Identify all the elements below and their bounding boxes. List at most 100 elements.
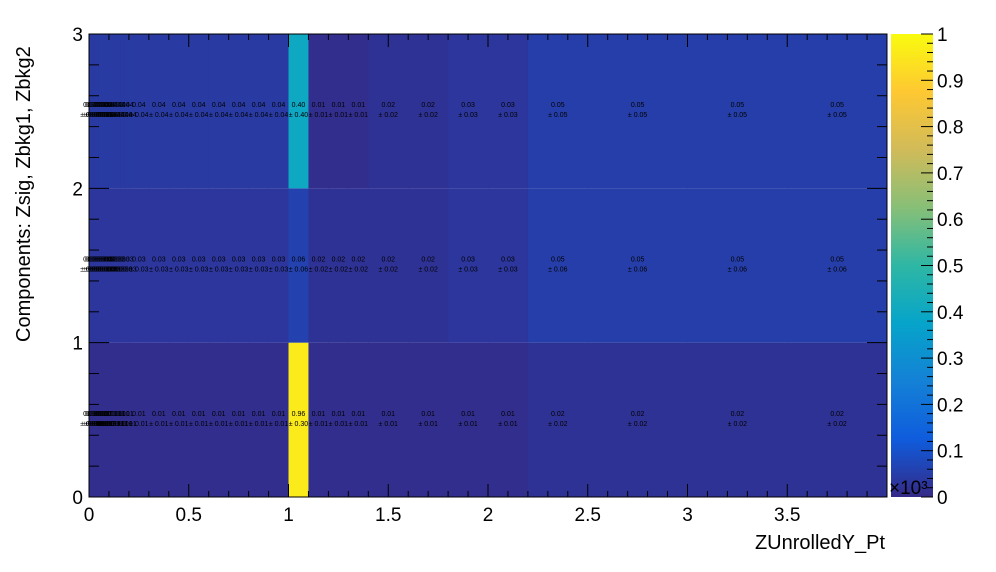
cell-value-label: 0.01 [97, 411, 111, 418]
cell-error-label: ± 0.03 [269, 267, 289, 274]
cell-value-label: 0.03 [104, 257, 118, 264]
cell-value-label: 0.03 [85, 257, 99, 264]
cell-value-label: 0.04 [99, 102, 113, 109]
cell-error-label: ± 0.01 [209, 421, 229, 428]
cell-value-label: 0.01 [501, 411, 515, 418]
cell-error-label: ± 0.01 [117, 421, 137, 428]
cell-error-label: ± 0.06 [728, 267, 748, 274]
cell-value-label: 0.04 [112, 102, 126, 109]
heatmap-cell [104, 34, 108, 189]
colorbar-tick-label: 0.8 [937, 118, 963, 139]
heatmap-cell [108, 188, 114, 343]
cell-error-label: ± 0.05 [728, 112, 748, 119]
cell-value-label: 0.04 [132, 102, 146, 109]
cell-error-label: ± 0.03 [109, 267, 129, 274]
heatmap-cell [90, 188, 94, 343]
cell-value-label: 0.96 [292, 411, 306, 418]
heatmap-cell [228, 188, 249, 343]
heatmap-cell [116, 188, 122, 343]
heatmap-cell [587, 342, 688, 497]
heatmap-cell [448, 342, 489, 497]
cell-error-label: ± 0.03 [458, 112, 478, 119]
heatmap-cell [268, 34, 289, 189]
cell-value-label: 0.01 [91, 411, 105, 418]
cell-value-label: 0.04 [152, 102, 166, 109]
heatmap-cell [228, 342, 249, 497]
cell-value-label: 0.03 [112, 257, 126, 264]
cell-value-labels: 0.01± 0.010.01± 0.010.01± 0.010.01± 0.01… [80, 102, 847, 428]
heatmap-cells [89, 34, 888, 497]
cell-error-label: ± 0.03 [96, 267, 116, 274]
cell-error-label: ± 0.06 [289, 267, 309, 274]
cell-error-label: ± 0.03 [169, 267, 189, 274]
cell-error-label: ± 0.03 [498, 112, 518, 119]
cell-value-label: 0.02 [352, 257, 366, 264]
heatmap-cell [94, 188, 98, 343]
heatmap-cell [112, 342, 118, 497]
cell-error-label: ± 0.01 [113, 421, 133, 428]
cell-error-label: ± 0.01 [80, 421, 100, 428]
cell-value-label: 0.05 [551, 102, 565, 109]
cell-value-label: 0.04 [93, 102, 107, 109]
heatmap-cell [488, 34, 529, 189]
heatmap-cell [308, 34, 329, 189]
cell-value-label: 0.04 [212, 102, 226, 109]
x-tick-label: 1 [283, 505, 294, 526]
cell-value-label: 0.01 [212, 411, 226, 418]
heatmap-cell [208, 34, 230, 189]
heatmap-cell [368, 188, 409, 343]
heatmap-cell [106, 34, 110, 189]
colorbar-tick-label: 0.5 [937, 257, 963, 278]
heatmap-cell [288, 188, 309, 343]
cell-value-label: 0.01 [352, 411, 366, 418]
heatmap-cell [148, 188, 170, 343]
cell-error-label: ± 0.03 [113, 267, 133, 274]
cell-error-label: ± 0.03 [101, 267, 121, 274]
cell-error-label: ± 0.01 [94, 421, 114, 428]
cell-value-label: 0.04 [101, 102, 115, 109]
cell-error-label: ± 0.03 [92, 267, 112, 274]
cell-value-label: 0.02 [312, 257, 326, 264]
cell-error-label: ± 0.03 [98, 267, 118, 274]
cell-error-label: ± 0.01 [189, 421, 209, 428]
cell-error-label: ± 0.01 [379, 421, 399, 428]
cell-value-label: 0.03 [132, 257, 146, 264]
cell-value-label: 0.03 [172, 257, 186, 264]
cell-value-label: 0.05 [830, 257, 844, 264]
cell-value-label: 0.01 [89, 411, 103, 418]
cell-value-label: 0.05 [631, 257, 645, 264]
heatmap-cell [268, 342, 289, 497]
cell-error-label: ± 0.01 [86, 421, 106, 428]
cell-error-label: ± 0.40 [289, 112, 309, 119]
heatmap-cell [228, 34, 249, 189]
cell-value-label: 0.04 [108, 102, 122, 109]
heatmap-cell [587, 34, 688, 189]
heatmap-cell [408, 188, 449, 343]
heatmap-cell [687, 34, 788, 189]
heatmap-cell [168, 188, 190, 343]
heatmap-cell [98, 342, 102, 497]
cell-error-label: ± 0.01 [269, 421, 289, 428]
heatmap-cell [106, 188, 110, 343]
cell-value-label: 0.04 [252, 102, 266, 109]
cell-value-label: 0.02 [731, 411, 745, 418]
cell-error-label: ± 0.04 [149, 112, 169, 119]
cell-error-label: ± 0.05 [628, 112, 648, 119]
cell-error-label: ± 0.30 [289, 421, 309, 428]
cell-value-label: 0.04 [272, 102, 286, 109]
heatmap-cell [124, 34, 130, 189]
heatmap-cell [208, 342, 230, 497]
cell-value-label: 0.04 [172, 102, 186, 109]
cell-value-label: 0.04 [83, 102, 97, 109]
heatmap-cell [124, 342, 130, 497]
cell-value-label: 0.01 [120, 411, 134, 418]
heatmap-cell [188, 188, 210, 343]
heatmap-cell [100, 342, 104, 497]
cell-error-label: ± 0.01 [105, 421, 125, 428]
cell-value-label: 0.01 [381, 411, 395, 418]
heatmap-cell [188, 34, 210, 189]
cell-value-label: 0.03 [232, 257, 246, 264]
x-tick-label: 0 [84, 505, 95, 526]
x-axis-multiplier: ×10³ [889, 478, 928, 499]
y-axis-title: Components: Zsig, Zbkg1, Zbkg2 [13, 46, 35, 342]
